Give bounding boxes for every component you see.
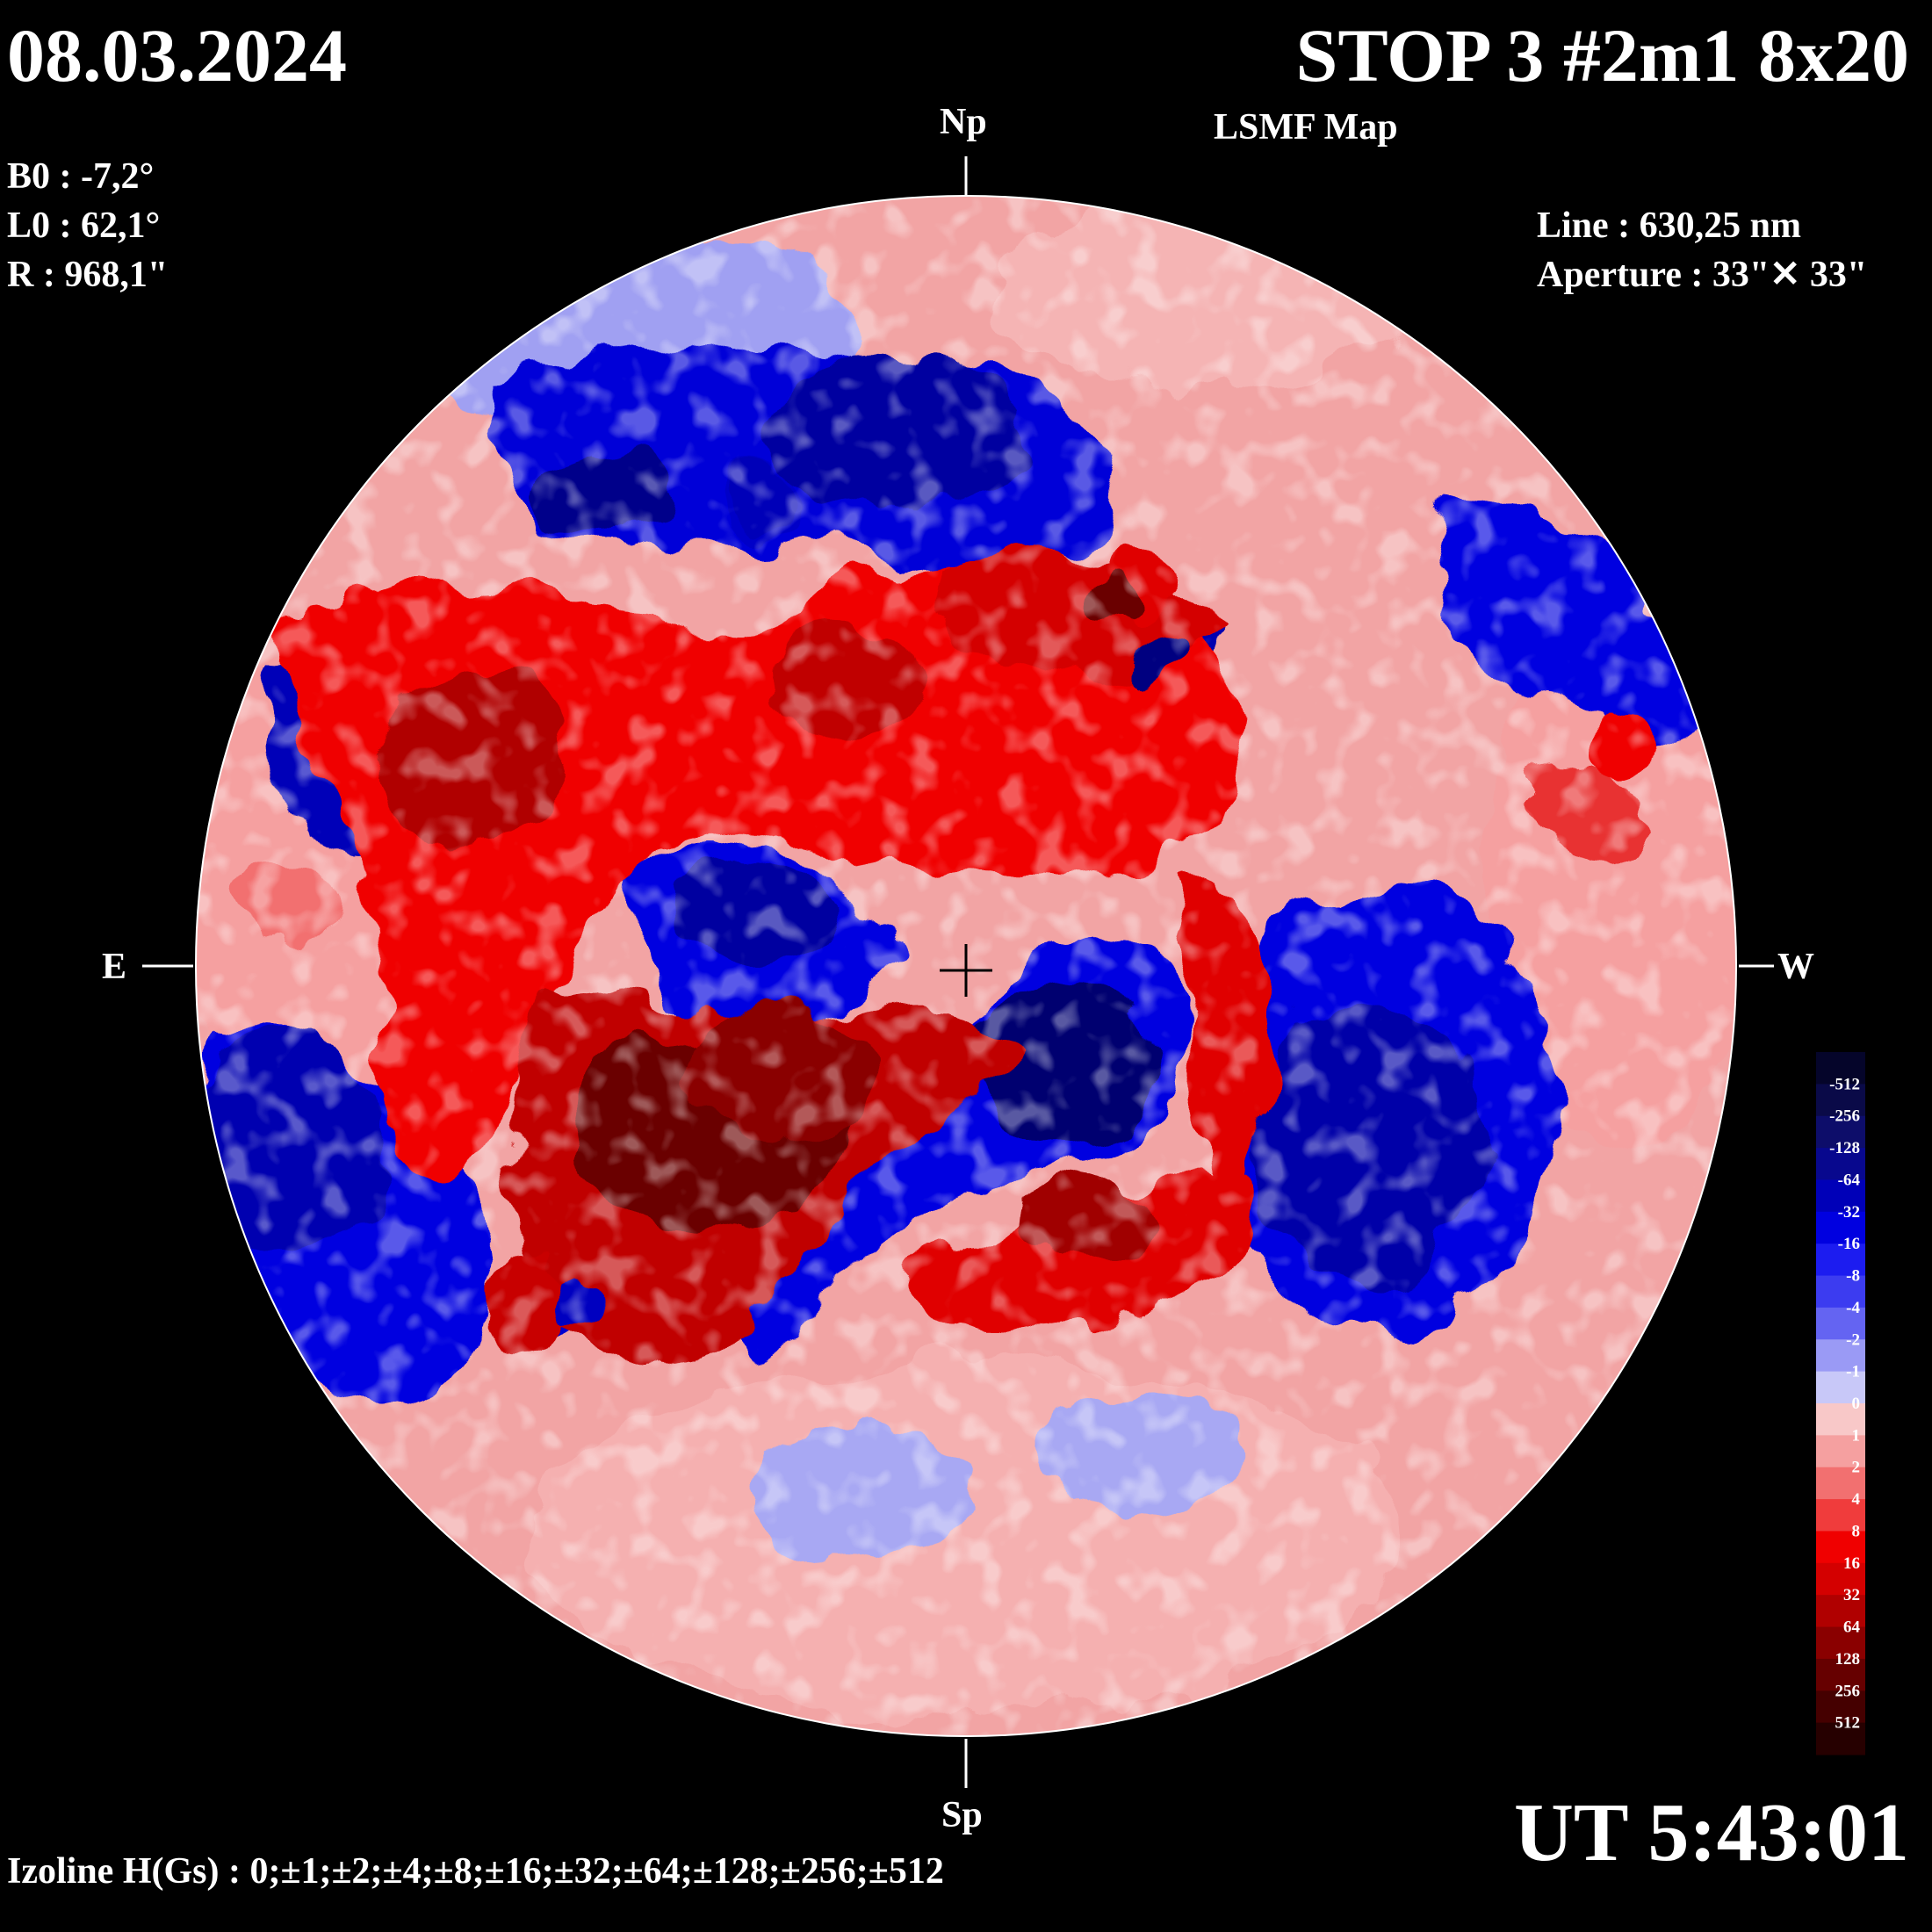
colorbar-label: -128 (1829, 1139, 1860, 1157)
colorbar-swatch (1816, 1052, 1865, 1085)
colorbar-swatch (1816, 1244, 1865, 1277)
colorbar-label: 2 (1852, 1459, 1861, 1477)
observation-date: 08.03.2024 (7, 13, 347, 97)
colorbar-swatch (1816, 1339, 1865, 1373)
colorbar-swatch (1816, 1275, 1865, 1308)
colorbar-label: 64 (1843, 1618, 1861, 1637)
colorbar-label: -512 (1829, 1075, 1860, 1093)
colorbar-swatch (1816, 1562, 1865, 1596)
colorbar-swatch (1816, 1531, 1865, 1564)
colorbar-label: -32 (1838, 1203, 1860, 1222)
disk-limb (195, 195, 1737, 1737)
colorbar-label: 256 (1835, 1682, 1861, 1700)
colorbar-swatch (1816, 1626, 1865, 1660)
east-label: E (102, 947, 127, 987)
map-subtitle: LSMF Map (1214, 107, 1398, 148)
colorbar-label: -4 (1846, 1299, 1860, 1317)
colorbar-label: -1 (1846, 1363, 1860, 1381)
colorbar-label: -256 (1829, 1107, 1860, 1126)
colorbar-swatch (1816, 1467, 1865, 1500)
aperture: Aperture : 33"✕ 33" (1537, 255, 1868, 295)
colorbar-label: 1 (1852, 1426, 1861, 1445)
colorbar-label: -16 (1838, 1235, 1860, 1253)
colorbar-swatch (1816, 1115, 1865, 1149)
colorbar-swatch (1816, 1148, 1865, 1180)
west-label: W (1777, 947, 1814, 987)
colorbar-label: 128 (1835, 1650, 1861, 1669)
colorbar-swatch (1816, 1690, 1865, 1724)
colorbar-swatch (1816, 1435, 1865, 1468)
colorbar-swatch (1816, 1722, 1865, 1755)
south-pole-label: Sp (941, 1795, 983, 1835)
izoline-levels: Izoline H(Gs) : 0;±1;±2;±4;±8;±16;±32;±6… (7, 1851, 944, 1892)
colorbar-label: 0 (1852, 1395, 1861, 1413)
param-b0: B0 : -7,2° (7, 156, 155, 197)
north-pole-label: Np (940, 102, 987, 142)
colorbar-swatch (1816, 1595, 1865, 1628)
colorbar: -512 -256 -128 -64 -32 -16 -8 -4 -2 -1 0 1 2 4 8 16 32 64… (1816, 1052, 1865, 1755)
center-crosshair (940, 944, 992, 997)
colorbar-label: 16 (1843, 1554, 1860, 1573)
spectral-line: Line : 630,25 nm (1537, 205, 1802, 246)
colorbar-swatch (1816, 1658, 1865, 1691)
map-title: STOP 3 #2m1 8x20 (1295, 13, 1909, 97)
solar-disk (196, 196, 1736, 1736)
colorbar-label: -2 (1846, 1330, 1860, 1349)
colorbar-label: 32 (1843, 1586, 1860, 1604)
colorbar-label: 8 (1852, 1522, 1861, 1540)
colorbar-swatch (1816, 1307, 1865, 1340)
colorbar-label: 4 (1852, 1490, 1861, 1509)
colorbar-swatch (1816, 1084, 1865, 1117)
colorbar-swatch (1816, 1403, 1865, 1436)
colorbar-label: 512 (1835, 1714, 1861, 1733)
param-radius: R : 968,1" (7, 255, 169, 295)
param-l0: L0 : 62,1° (7, 205, 161, 246)
ut-time: UT 5:43:01 (1514, 1787, 1909, 1878)
colorbar-swatch (1816, 1179, 1865, 1213)
colorbar-label: -64 (1838, 1171, 1861, 1189)
colorbar-swatch (1816, 1499, 1865, 1532)
colorbar-label: -8 (1846, 1267, 1860, 1286)
colorbar-swatch (1816, 1371, 1865, 1404)
colorbar-swatch (1816, 1211, 1865, 1244)
